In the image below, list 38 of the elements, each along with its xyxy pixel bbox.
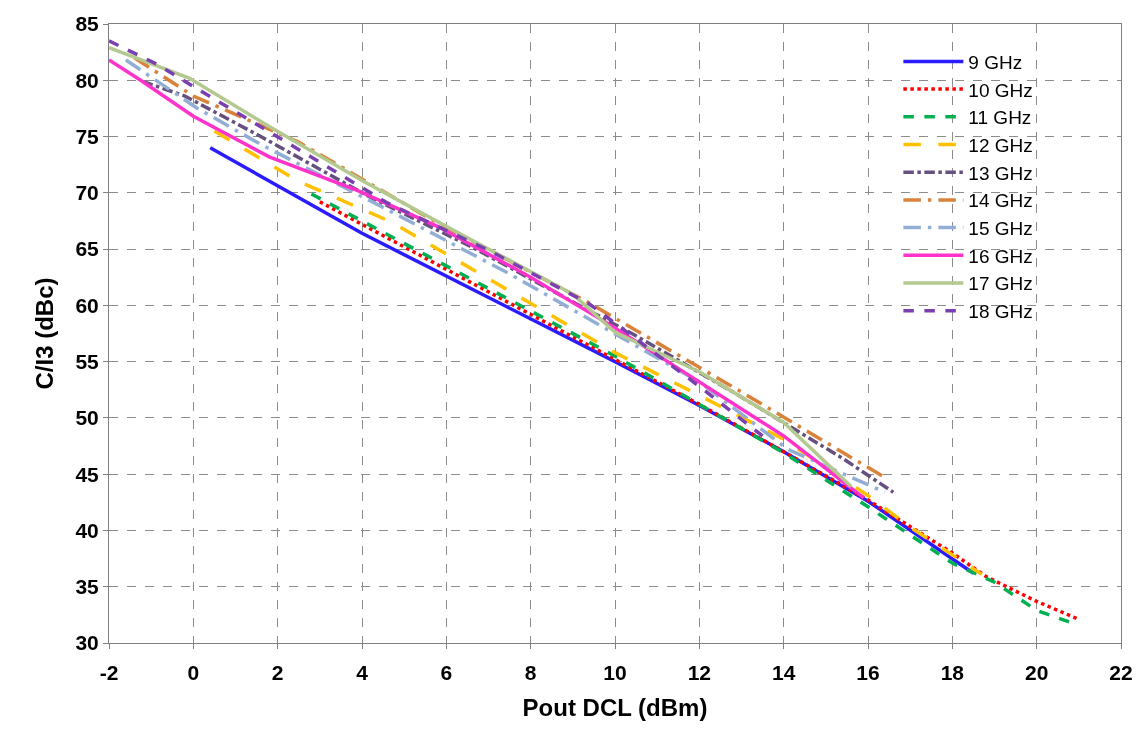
y-axis-title: C/I3 (dBc) <box>30 277 58 390</box>
y-tick-label: 30 <box>75 631 99 655</box>
line-series <box>109 39 765 438</box>
legend-label: 16 GHz <box>968 245 1033 267</box>
x-tick-label: 6 <box>440 661 453 685</box>
x-tick-label: 8 <box>524 661 537 685</box>
y-tick-label: 50 <box>75 406 99 430</box>
y-tick-label: 70 <box>75 181 99 205</box>
x-tick-label: 0 <box>187 661 200 685</box>
legend-label: 9 GHz <box>968 51 1023 73</box>
legend-label: 17 GHz <box>968 273 1033 295</box>
x-tick-label: -2 <box>99 661 119 685</box>
legend-label: 12 GHz <box>968 134 1033 156</box>
legend-label: 13 GHz <box>968 162 1033 184</box>
x-tick-label: 4 <box>356 661 369 685</box>
x-axis-title: Pout DCL (dBm) <box>522 693 708 721</box>
x-tick-label: 18 <box>940 661 965 685</box>
y-tick-label: 40 <box>75 518 99 542</box>
y-tick-label: 75 <box>75 124 100 148</box>
y-tick-label: 60 <box>75 293 99 317</box>
x-tick-label: 14 <box>771 661 796 685</box>
x-tick-label: 20 <box>1024 661 1049 685</box>
legend-label: 10 GHz <box>968 79 1033 101</box>
x-tick-label: 12 <box>687 661 712 685</box>
legend-label: 18 GHz <box>968 301 1033 323</box>
legend-label: 11 GHz <box>968 107 1032 129</box>
y-tick-label: 55 <box>75 349 100 373</box>
x-tick-label: 16 <box>856 661 880 685</box>
legend-label: 14 GHz <box>968 190 1033 212</box>
y-tick-label: 35 <box>75 575 100 599</box>
y-tick-label: 85 <box>75 12 100 36</box>
x-tick-label: 2 <box>271 661 284 685</box>
y-tick-label: 45 <box>75 462 100 486</box>
y-tick-label: 80 <box>75 68 99 92</box>
x-tick-label: 22 <box>1109 661 1133 685</box>
x-tick-label: 10 <box>603 661 627 685</box>
legend-label: 15 GHz <box>968 218 1033 240</box>
y-tick-label: 65 <box>75 237 100 261</box>
